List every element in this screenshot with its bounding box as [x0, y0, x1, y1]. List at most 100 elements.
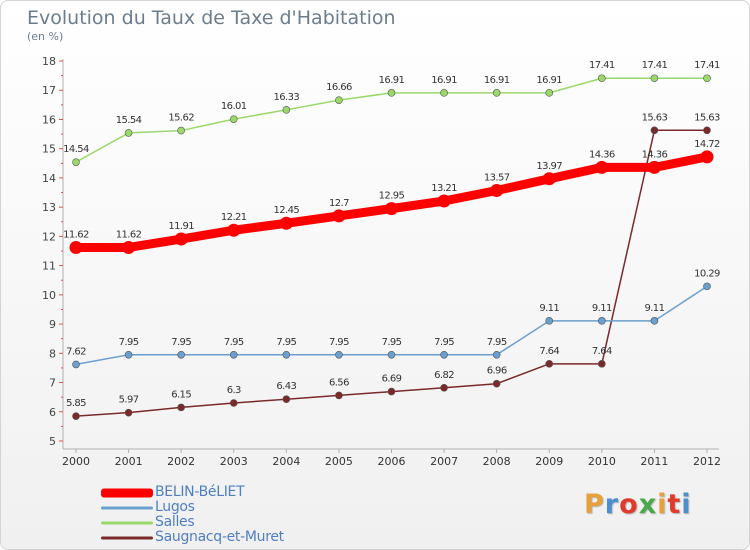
- data-point: [177, 403, 185, 412]
- x-tick-label: 2006: [378, 455, 406, 468]
- data-label: 7.64: [592, 346, 612, 357]
- data-label: 6.69: [382, 374, 402, 385]
- proxiti-logo: Proxiti: [584, 489, 692, 520]
- data-point: [545, 317, 554, 325]
- data-point: [492, 379, 501, 388]
- x-tick-label: 2003: [220, 455, 248, 468]
- data-point: [650, 74, 659, 83]
- data-label: 6.96: [487, 366, 507, 377]
- data-label: 9.11: [644, 303, 664, 314]
- y-tick-label: 17: [42, 84, 56, 97]
- data-label: 12.7: [329, 198, 349, 209]
- data-label: 15.54: [116, 115, 142, 126]
- data-point: [69, 240, 83, 254]
- data-point: [440, 350, 448, 359]
- data-label: 17.41: [589, 60, 615, 71]
- data-point: [124, 350, 133, 359]
- data-point: [703, 126, 711, 135]
- legend-label: Salles: [155, 514, 195, 530]
- data-label: 7.95: [224, 337, 244, 348]
- data-point: [282, 350, 291, 359]
- data-point: [72, 412, 80, 420]
- data-point: [387, 350, 396, 359]
- data-label: 11.62: [116, 229, 142, 240]
- data-point: [598, 317, 606, 325]
- x-tick-label: 2000: [62, 455, 90, 468]
- data-point: [124, 408, 133, 417]
- data-label: 6.56: [329, 377, 349, 388]
- x-tick-label: 2005: [325, 455, 353, 468]
- y-tick-label: 11: [42, 260, 56, 273]
- data-label: 17.41: [694, 60, 720, 71]
- data-point: [335, 96, 343, 104]
- data-label: 14.36: [642, 149, 668, 160]
- data-label: 7.62: [66, 346, 86, 357]
- y-tick-label: 5: [49, 435, 56, 448]
- data-label: 12.21: [221, 212, 247, 223]
- x-tick-label: 2012: [693, 455, 721, 468]
- data-label: 15.63: [694, 112, 720, 123]
- data-point: [279, 216, 293, 230]
- data-label: 15.63: [642, 112, 668, 123]
- data-label: 7.64: [539, 346, 559, 357]
- data-point: [492, 350, 501, 359]
- data-point: [598, 360, 606, 368]
- data-point: [542, 172, 556, 186]
- data-point: [437, 194, 451, 208]
- x-tick-label: 2010: [588, 455, 616, 468]
- data-label: 13.97: [536, 161, 562, 172]
- x-tick-label: 2004: [272, 455, 300, 468]
- data-label: 7.95: [382, 337, 402, 348]
- data-label: 16.91: [484, 75, 510, 86]
- y-tick-label: 15: [42, 143, 56, 156]
- x-tick-label: 2011: [640, 455, 668, 468]
- data-label: 5.97: [119, 395, 139, 406]
- legend-label: Saugnacq-et-Muret: [155, 529, 284, 545]
- y-tick-label: 6: [49, 406, 56, 419]
- data-point: [229, 115, 238, 123]
- data-label: 9.11: [539, 303, 559, 314]
- data-label: 13.21: [431, 183, 457, 194]
- data-point: [492, 89, 501, 97]
- data-label: 9.11: [592, 303, 612, 314]
- data-label: 11.62: [63, 229, 89, 240]
- data-point: [650, 126, 659, 135]
- data-point: [440, 89, 448, 97]
- data-label: 7.95: [171, 337, 191, 348]
- legend-swatch: [101, 521, 153, 524]
- x-tick-label: 2001: [115, 455, 143, 468]
- data-label: 16.91: [379, 75, 405, 86]
- y-tick-label: 12: [42, 230, 56, 243]
- data-label: 16.33: [274, 92, 300, 103]
- data-point: [385, 202, 398, 216]
- data-point: [174, 232, 188, 246]
- data-point: [177, 350, 185, 359]
- data-label: 17.41: [642, 60, 668, 71]
- data-label: 6.3: [227, 385, 241, 396]
- data-point: [72, 360, 80, 369]
- y-tick-label: 18: [42, 55, 56, 68]
- data-point: [227, 223, 241, 237]
- data-point: [545, 89, 554, 97]
- data-point: [282, 395, 291, 404]
- y-tick-label: 16: [42, 113, 56, 126]
- data-label: 6.82: [434, 370, 454, 381]
- data-point: [545, 360, 554, 368]
- data-point: [387, 387, 396, 396]
- data-label: 7.95: [434, 337, 454, 348]
- x-tick-label: 2008: [483, 455, 511, 468]
- y-tick-label: 14: [42, 172, 56, 185]
- x-tick-label: 2009: [535, 455, 563, 468]
- data-label: 15.62: [168, 113, 194, 124]
- y-tick-label: 8: [49, 347, 56, 360]
- data-point: [335, 391, 343, 400]
- data-label: 11.91: [168, 221, 194, 232]
- data-point: [700, 150, 714, 164]
- data-label: 16.91: [431, 75, 457, 86]
- data-point: [598, 74, 606, 83]
- data-label: 5.85: [66, 398, 86, 409]
- data-label: 14.72: [694, 139, 720, 150]
- x-tick-label: 2002: [167, 455, 195, 468]
- data-label: 14.36: [589, 149, 615, 160]
